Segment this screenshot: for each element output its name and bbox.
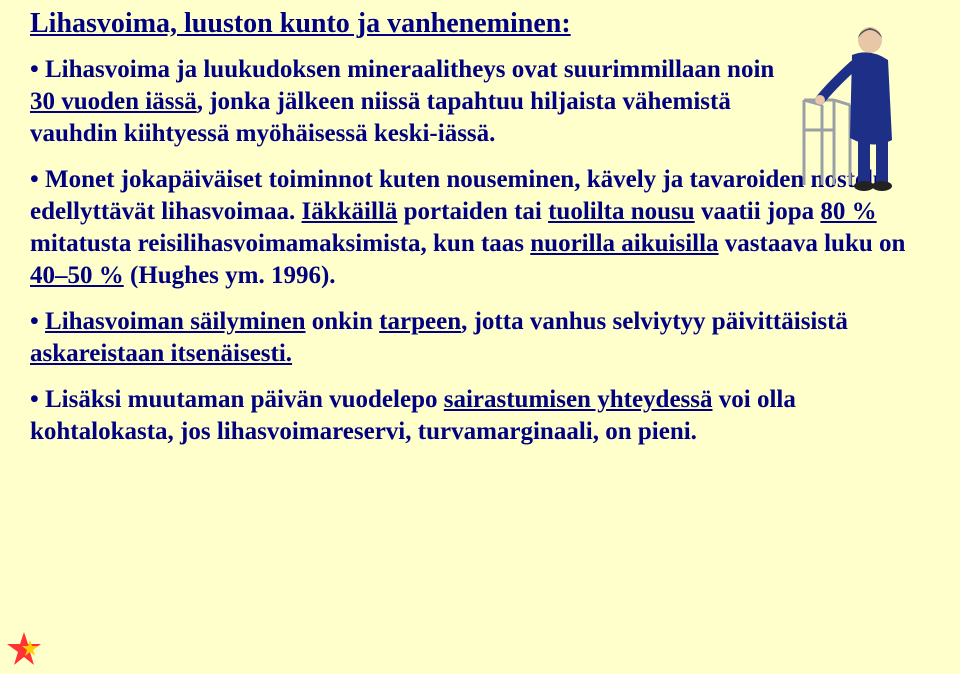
corner-star-icon: [4, 630, 44, 670]
bullet-3-u1: Lihasvoiman säilyminen: [45, 308, 305, 335]
bullet-4-u1: sairastumisen yhteydessä: [444, 386, 713, 413]
bullet-1-u1: 30 vuoden iässä: [30, 88, 197, 115]
bullet-2-u3: 80 %: [820, 198, 876, 225]
bullet-2-u4: nuorilla aikuisilla: [530, 230, 718, 257]
bullet-1: • Lihasvoima ja luukudoksen mineraalithe…: [30, 54, 790, 150]
bullet-2-mid1: portaiden tai: [397, 198, 548, 225]
bullet-3: • Lihasvoiman säilyminen onkin tarpeen, …: [30, 306, 930, 370]
bullet-2-mid4: vastaava luku on: [719, 230, 906, 257]
bullet-4: • Lisäksi muutaman päivän vuodelepo sair…: [30, 384, 930, 448]
bullet-2-u1: Iäkkäillä: [302, 198, 398, 225]
bullet-3-mid2: , jotta vanhus selviytyy päivittäisistä: [461, 308, 848, 335]
bullet-2-u5: 40–50 %: [30, 262, 124, 289]
bullet-2-mid2: vaatii jopa: [695, 198, 821, 225]
bullet-3-u3: askareistaan itsenäisesti.: [30, 340, 292, 367]
bullet-3-u2: tarpeen: [379, 308, 461, 335]
bullet-2-mid3: mitatusta reisilihasvoimamaksimista, kun…: [30, 230, 530, 257]
bullet-2-u2: tuolilta nousu: [548, 198, 695, 225]
bullet-1-pre: • Lihasvoima ja luukudoksen mineraalithe…: [30, 56, 774, 83]
elderly-woman-walker-icon: [792, 10, 912, 200]
bullet-4-pre: • Lisäksi muutaman päivän vuodelepo: [30, 386, 444, 413]
bullet-3-pre: •: [30, 308, 45, 335]
bullet-3-mid1: onkin: [306, 308, 380, 335]
bullet-2-mid5: (Hughes ym. 1996).: [124, 262, 336, 289]
